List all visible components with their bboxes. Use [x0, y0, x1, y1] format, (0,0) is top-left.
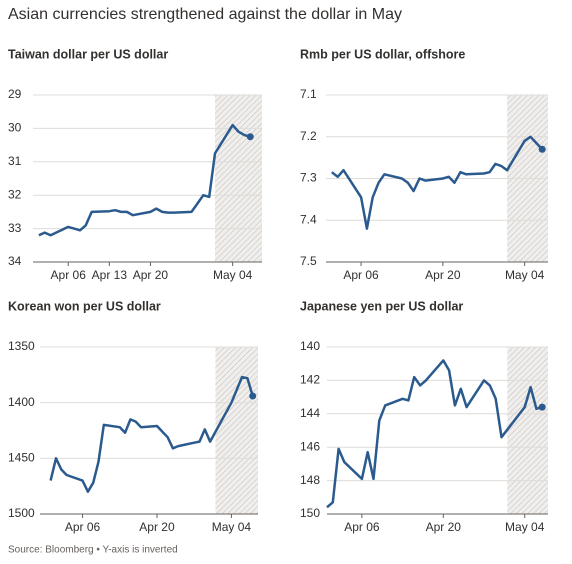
y-tick-label: 34: [8, 254, 22, 268]
page-title: Asian currencies strengthened against th…: [8, 6, 402, 23]
y-tick-label: 146: [300, 439, 320, 453]
y-tick-label: 7.4: [300, 212, 317, 226]
chart-title: Korean won per US dollar: [8, 299, 161, 313]
chart-title: Japanese yen per US dollar: [300, 299, 463, 313]
y-tick-label: 7.5: [300, 254, 317, 268]
source-note: Source: Bloomberg • Y-axis is inverted: [8, 545, 178, 556]
y-tick-label: 140: [300, 339, 320, 353]
y-tick-label: 30: [8, 121, 22, 135]
x-tick-label: Apr 20: [139, 520, 175, 534]
y-tick-label: 1450: [8, 451, 35, 465]
y-tick-label: 33: [8, 221, 22, 235]
y-tick-label: 1350: [8, 339, 35, 353]
y-tick-label: 142: [300, 373, 320, 387]
y-tick-label: 7.1: [300, 87, 317, 101]
y-tick-label: 144: [300, 406, 320, 420]
chart-title: Rmb per US dollar, offshore: [300, 47, 465, 61]
x-tick-label: Apr 20: [425, 268, 461, 282]
end-marker: [246, 133, 254, 141]
x-tick-label: Apr 06: [344, 520, 380, 534]
x-tick-label: May 04: [212, 520, 252, 534]
end-marker: [538, 403, 546, 411]
highlight-region: [215, 95, 262, 262]
line: [49, 375, 254, 493]
x-tick-label: May 04: [505, 520, 545, 534]
x-tick-label: Apr 20: [426, 520, 462, 534]
x-tick-label: Apr 20: [133, 268, 169, 282]
y-tick-label: 1500: [8, 506, 35, 520]
highlight-region: [215, 347, 258, 514]
y-tick-label: 31: [8, 154, 22, 168]
y-tick-label: 29: [8, 87, 22, 101]
y-tick-label: 150: [300, 506, 320, 520]
y-tick-label: 1400: [8, 395, 35, 409]
x-tick-label: Apr 06: [343, 268, 379, 282]
y-tick-label: 148: [300, 473, 320, 487]
x-tick-label: Apr 06: [51, 268, 87, 282]
line: [326, 359, 543, 509]
x-tick-label: Apr 13: [92, 268, 128, 282]
end-marker: [538, 145, 546, 153]
highlight-region: [507, 347, 548, 514]
x-tick-label: May 04: [505, 268, 545, 282]
end-marker: [249, 392, 257, 400]
line: [331, 135, 544, 230]
y-tick-label: 7.3: [300, 171, 317, 185]
chart-title: Taiwan dollar per US dollar: [8, 47, 168, 61]
x-tick-label: Apr 06: [65, 520, 101, 534]
x-tick-label: May 04: [213, 268, 253, 282]
y-tick-label: 32: [8, 187, 22, 201]
line: [38, 123, 251, 237]
y-tick-label: 7.2: [300, 129, 317, 143]
